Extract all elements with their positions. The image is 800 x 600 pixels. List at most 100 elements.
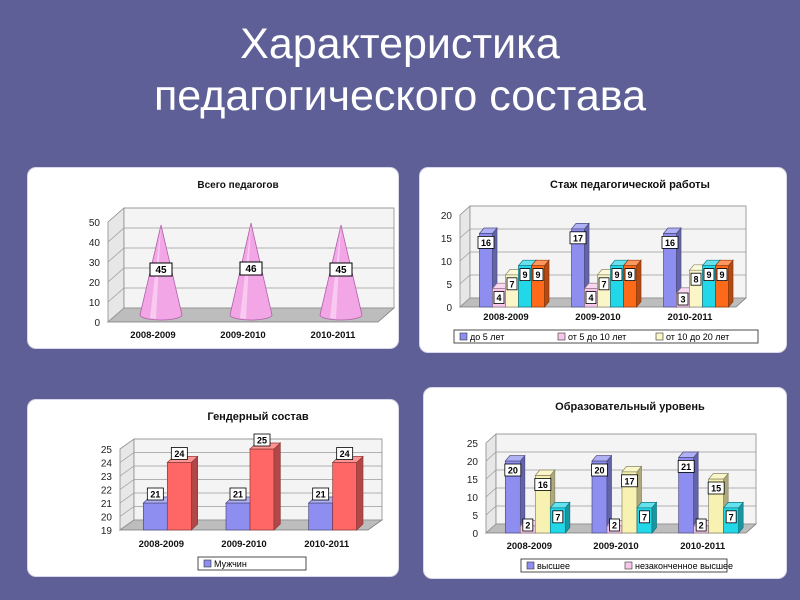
bar-top xyxy=(534,469,556,476)
gridline xyxy=(119,438,382,450)
gridline xyxy=(107,207,394,223)
x-tick-label: 2008-2009 xyxy=(483,312,528,323)
gridline xyxy=(459,274,746,285)
data-label-box xyxy=(522,518,534,532)
y-tick-label: 25 xyxy=(467,439,479,450)
x-tick-label: 2009-2010 xyxy=(220,330,265,341)
bar-side xyxy=(356,455,364,531)
legend-label: до 5 лет xyxy=(470,332,504,342)
y-tick-label: 20 xyxy=(101,513,113,524)
x-tick-label: 2009-2010 xyxy=(593,541,638,552)
data-label: 9 xyxy=(719,270,724,280)
bar-top xyxy=(714,259,734,266)
data-label: 16 xyxy=(481,238,491,248)
legend-box xyxy=(453,329,759,344)
data-label: 7 xyxy=(555,512,560,522)
gridline xyxy=(107,267,394,283)
chart-education: Образовательный уровень 0 5 10 15 20 25 2008-20… xyxy=(467,401,758,573)
y-tick-label: 50 xyxy=(89,218,101,229)
data-label: 2 xyxy=(612,521,617,531)
data-label-box xyxy=(609,518,620,532)
data-label-box xyxy=(690,272,702,286)
data-label-box xyxy=(312,487,330,501)
gridline xyxy=(485,433,756,444)
data-label: 15 xyxy=(711,484,721,494)
data-label: 17 xyxy=(573,233,583,243)
data-label: 9 xyxy=(706,270,711,280)
y-tick-label: 20 xyxy=(467,457,479,468)
data-label: 2 xyxy=(699,521,704,531)
data-label-box xyxy=(329,262,353,277)
x-tick-label: 2010-2011 xyxy=(680,541,726,552)
data-label: 7 xyxy=(642,512,647,522)
chart-experience: Стаж педагогической работы 0 5 10 15 20 2008-2… xyxy=(441,179,759,344)
bar-side xyxy=(273,442,281,531)
data-label-box xyxy=(534,478,552,491)
legend-box xyxy=(197,556,307,571)
y-tick-label: 40 xyxy=(89,238,101,249)
gridline xyxy=(459,251,746,262)
bar-top xyxy=(478,227,498,234)
data-label: 21 xyxy=(233,490,243,500)
legend-box xyxy=(520,558,728,573)
legend-swatch xyxy=(526,561,535,570)
gridline xyxy=(119,519,382,531)
gridline xyxy=(485,487,756,498)
data-label-box xyxy=(506,277,518,291)
data-label: 21 xyxy=(681,462,691,472)
slide-title-line-2: педагогического состава xyxy=(153,72,647,120)
gridline xyxy=(485,505,756,516)
gridline xyxy=(119,452,382,463)
gridline xyxy=(107,227,394,243)
data-label-box xyxy=(725,510,737,524)
gridline xyxy=(119,465,382,477)
y-tick-label: 0 xyxy=(472,529,478,540)
legend-swatch xyxy=(624,561,633,570)
gridline xyxy=(119,506,382,517)
panel-experience: Стаж педагогической работы 0 5 10 15 20 2008-2… xyxy=(420,168,786,352)
slide-title-line-1: Характеристика xyxy=(240,20,560,68)
x-tick-label: 2010-2011 xyxy=(304,539,350,550)
y-tick-label: 20 xyxy=(89,278,101,289)
bar-top xyxy=(677,451,699,458)
gridline xyxy=(107,307,394,323)
data-label-box xyxy=(621,474,638,488)
chart-title: Гендерный состав xyxy=(207,411,308,423)
y-tick-label: 15 xyxy=(467,475,479,486)
bar-top xyxy=(549,502,571,509)
bar-top xyxy=(530,259,550,266)
gridline xyxy=(459,297,746,308)
data-label-box xyxy=(569,231,587,245)
y-tick-label: 19 xyxy=(101,526,113,537)
bar-top xyxy=(621,466,643,473)
bar-front xyxy=(308,502,334,531)
bar-top xyxy=(622,259,642,266)
y-tick-label: 10 xyxy=(441,257,453,268)
data-label-box xyxy=(703,268,715,281)
data-label-box xyxy=(624,268,636,281)
gridline xyxy=(485,451,756,462)
y-tick-label: 5 xyxy=(472,511,478,522)
data-label: 25 xyxy=(257,436,267,446)
data-label: 4 xyxy=(588,293,593,303)
bar-front xyxy=(332,462,358,531)
y-tick-label: 5 xyxy=(446,280,452,291)
x-tick-label: 2009-2010 xyxy=(221,539,266,550)
bar-side xyxy=(728,259,734,308)
y-tick-label: 20 xyxy=(441,211,453,222)
data-label-box xyxy=(253,433,271,447)
data-label: 16 xyxy=(538,480,548,490)
gridline xyxy=(485,469,756,480)
data-label-box xyxy=(149,262,173,277)
bar-top xyxy=(570,223,590,230)
x-tick-label: 2009-2010 xyxy=(575,312,620,323)
data-label: 20 xyxy=(508,466,518,476)
panel-education: Образовательный уровень 0 5 10 15 20 25 2008-20… xyxy=(424,388,786,578)
chart-side-wall xyxy=(107,207,125,323)
data-label: 20 xyxy=(594,466,604,476)
chart-gender: Гендерный состав 19 20 21 22 23 24 25 2008-2009 2… xyxy=(101,411,384,571)
y-tick-label: 0 xyxy=(446,303,452,314)
legend-label: Мужчин xyxy=(214,559,247,569)
data-label: 9 xyxy=(522,270,527,280)
data-label-box xyxy=(532,268,544,281)
